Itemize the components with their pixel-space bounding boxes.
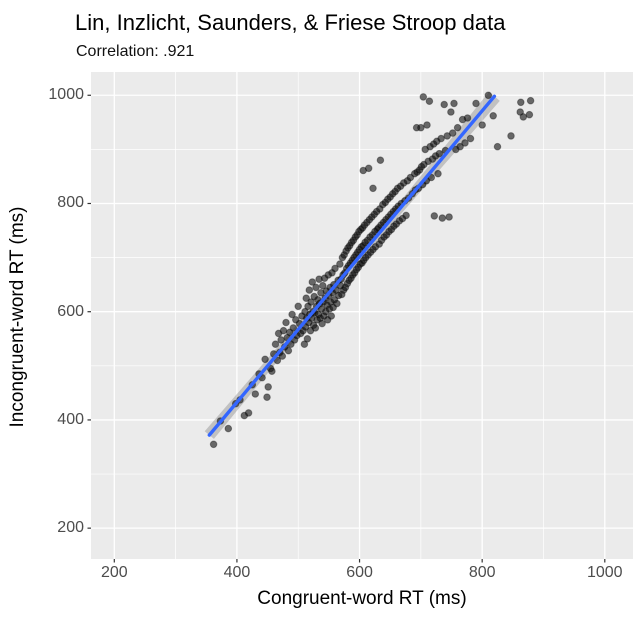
data-point xyxy=(450,99,458,108)
data-point xyxy=(302,294,311,303)
data-point xyxy=(484,91,493,100)
data-point xyxy=(284,346,293,355)
x-tick-label: 200 xyxy=(100,564,128,581)
data-point xyxy=(312,283,320,292)
data-point xyxy=(447,108,455,116)
data-point xyxy=(288,310,296,319)
data-point xyxy=(466,134,475,143)
x-tick-label: 800 xyxy=(468,564,496,581)
y-tick-label: 1000 xyxy=(48,86,84,104)
data-point xyxy=(525,110,534,119)
data-point xyxy=(305,286,314,294)
data-point xyxy=(406,173,415,182)
data-point xyxy=(277,336,285,344)
data-point xyxy=(419,93,428,101)
data-point xyxy=(440,100,449,109)
data-point xyxy=(224,424,233,433)
data-point xyxy=(331,264,339,273)
data-point xyxy=(435,149,444,158)
data-point xyxy=(434,169,442,178)
data-point xyxy=(445,213,453,221)
data-point xyxy=(461,139,469,147)
data-point xyxy=(453,123,462,132)
x-tick-label: 1000 xyxy=(586,564,623,581)
data-point xyxy=(251,390,260,398)
data-point xyxy=(423,121,431,129)
data-point xyxy=(526,96,535,105)
data-point xyxy=(516,108,525,116)
data-point xyxy=(318,319,326,328)
data-point xyxy=(268,367,276,376)
y-tick-label: 400 xyxy=(57,410,84,428)
plot-title: Lin, Inzlicht, Saunders, & Friese Stroop… xyxy=(75,10,506,35)
data-point xyxy=(364,164,373,173)
y-axis-title: Incongruent-word RT (ms) xyxy=(7,206,28,428)
data-point xyxy=(517,98,525,107)
data-point xyxy=(289,324,298,332)
data-point xyxy=(417,123,425,132)
data-point xyxy=(402,211,410,220)
data-point xyxy=(336,260,344,268)
regression-line xyxy=(207,94,497,437)
data-point xyxy=(279,326,288,335)
data-point xyxy=(209,440,218,449)
data-point xyxy=(478,121,487,129)
data-point xyxy=(263,393,271,402)
data-point xyxy=(319,281,327,290)
data-point xyxy=(244,409,253,417)
data-point xyxy=(456,142,464,151)
y-tick-label: 800 xyxy=(57,194,84,212)
data-point xyxy=(307,298,315,306)
data-point xyxy=(333,299,341,308)
plot-panel xyxy=(91,72,633,559)
data-point xyxy=(261,355,269,364)
x-tick-label: 400 xyxy=(223,564,251,581)
data-point xyxy=(278,352,287,360)
y-tick-label: 600 xyxy=(57,302,84,320)
data-point xyxy=(285,328,294,337)
data-point xyxy=(463,114,472,122)
data-point xyxy=(264,383,273,391)
data-point xyxy=(311,324,320,332)
data-point xyxy=(327,312,336,320)
data-point xyxy=(493,142,502,151)
data-point xyxy=(443,132,452,140)
x-axis-title: Congruent-word RT (ms) xyxy=(257,588,467,609)
data-point xyxy=(271,340,280,349)
data-point xyxy=(448,129,457,137)
plot-subtitle: Correlation: .921 xyxy=(76,43,195,60)
data-point xyxy=(425,97,434,105)
data-point xyxy=(437,134,445,143)
data-point xyxy=(303,335,312,343)
data-point xyxy=(282,318,290,327)
data-point xyxy=(489,112,498,120)
data-point xyxy=(308,278,317,286)
data-point xyxy=(294,302,303,311)
data-point xyxy=(507,132,515,140)
data-point xyxy=(376,156,385,164)
data-point xyxy=(519,113,528,121)
y-tick-label: 200 xyxy=(57,519,84,537)
data-point xyxy=(300,340,309,349)
data-point xyxy=(369,184,377,193)
data-point xyxy=(472,99,480,108)
x-tick-label: 600 xyxy=(346,564,373,581)
data-point xyxy=(430,212,439,220)
data-point xyxy=(438,214,447,222)
